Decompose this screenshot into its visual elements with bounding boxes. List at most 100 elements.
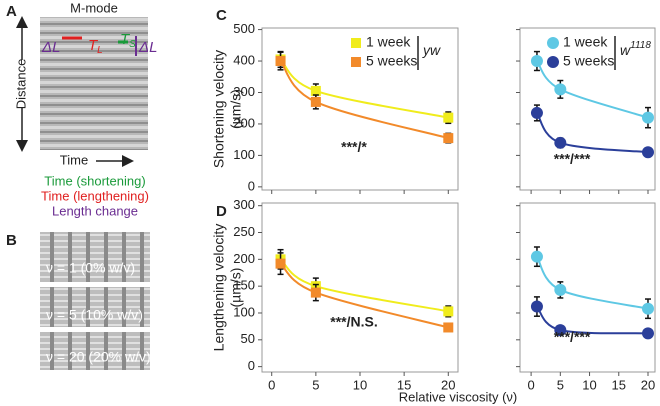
y-tick-label: 0 [248,178,255,193]
x-tick-label: 5 [312,377,319,392]
legend-label: 1 week [366,34,411,50]
x-tick-label: 5 [557,377,564,392]
data-point [443,322,454,333]
x-tick-label: 10 [353,377,367,392]
data-point [554,136,567,149]
viscosity-image [40,287,150,327]
legend-entry: Length change [52,203,138,218]
x-tick-label: 0 [268,377,275,392]
fit-curve [279,60,449,140]
viscosity-image [40,232,150,282]
data-point [530,250,543,263]
y-axis-label: (µm/s) [228,89,244,129]
fit-curve [536,256,649,310]
data-point [310,96,321,107]
y-tick-label: 300 [233,197,255,212]
x-tick-label: 20 [641,377,655,392]
x-axis-label: Relative viscosity (ν) [399,389,517,404]
legend-title-text: yw [422,42,441,58]
plot-frame [519,202,656,373]
x-tick-label: 10 [582,377,596,392]
legend-marker [351,38,361,48]
legend-entry: Time (lengthening) [41,188,149,203]
y-axis-label: (µm/s) [228,268,244,308]
legend-label: 5 weeks [366,53,417,69]
axis-label: Time [60,152,88,167]
data-point [275,56,286,67]
ts-sub: S [129,39,136,50]
y-tick-label: 250 [233,224,255,239]
legend-entry: Time (shortening) [44,173,145,188]
y-axis-label: Lengthening velocity [211,224,227,352]
y-tick-label: 100 [233,147,255,162]
annotation: ***/*** [554,329,591,345]
y-tick-label: 0 [248,358,255,373]
fit-curve [536,60,649,119]
fit-curve [279,258,449,313]
image-label: ν = 5 (10% w/v) [46,307,143,323]
tl-text: T [88,37,99,54]
data-point [554,324,567,337]
ts-label: TS [120,31,136,50]
tl-label: TL [88,37,103,56]
viscosity-image [40,332,150,370]
y-tick-label: 200 [233,115,255,130]
data-point [641,111,654,124]
fit-curve [279,58,449,119]
delta-l-label: ΔL [138,39,157,56]
x-tick-label: 0 [527,377,534,392]
panel-letter: D [216,203,227,220]
data-point [554,83,567,96]
y-tick-label: 50 [241,331,255,346]
data-point [530,106,543,119]
legend-title-sup: 1118 [630,40,651,51]
x-tick-label: 15 [612,377,626,392]
panel-letter: C [216,7,227,24]
data-point [530,300,543,313]
legend-label: 5 weeks [563,53,614,69]
y-tick-label: 400 [233,52,255,67]
y-tick-label: 100 [233,304,255,319]
x-tick-label: 15 [397,377,411,392]
legend-marker [351,57,361,67]
annotation: ***/* [341,139,367,155]
data-point [443,133,454,144]
legend-title: w1118 [620,40,651,58]
data-point [443,306,454,317]
data-point [310,85,321,96]
plot-frame [519,27,656,191]
y-tick-label: 200 [233,251,255,266]
data-point [530,55,543,68]
legend: Time (shortening)Time (lengthening)Lengt… [41,173,149,218]
legend-label: 1 week [563,34,608,50]
fit-curve [279,262,449,329]
data-point [641,327,654,340]
image-label: ν = 1 (0% w/v) [46,260,135,276]
data-point [443,112,454,123]
panel-letter: A [6,3,17,20]
plot-frame [261,202,459,373]
legend-title-text: w [620,42,631,58]
data-point [554,283,567,296]
image-label: ν = 20 (20% w/v) [46,349,151,365]
y-axis-label: Shortening velocity [211,50,227,168]
annotation: ***/N.S. [330,314,377,330]
data-point [641,146,654,159]
panel-letter: B [6,232,17,249]
image-title: M-mode [70,0,118,15]
annotation: ***/*** [554,151,591,167]
data-point [310,287,321,298]
m-mode-image [40,17,148,150]
y-tick-label: 500 [233,21,255,36]
fit-curve [536,112,649,154]
legend-title: yw [422,42,441,58]
y-tick-label: 300 [233,84,255,99]
axis-label: Distance [13,59,28,110]
tl-sub: L [97,45,103,56]
x-tick-label: 20 [441,377,455,392]
delta-l-label: ΔL [41,39,60,56]
data-point [641,302,654,315]
legend-marker [547,37,559,49]
legend-marker [547,56,559,68]
